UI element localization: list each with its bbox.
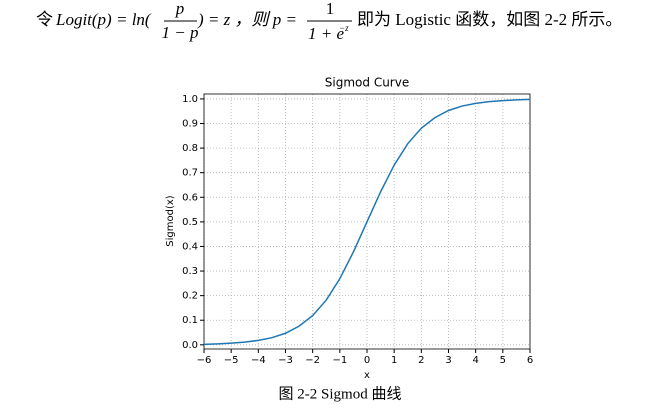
y-tick-label: 0.3 — [182, 266, 198, 277]
chart-title: Sigmod Curve — [325, 76, 409, 90]
x-tick-label: −4 — [251, 355, 266, 366]
y-tick-label: 0.4 — [182, 241, 198, 252]
y-tick-label: 0.0 — [182, 340, 198, 351]
fraction-denominator: 1 + e — [308, 24, 344, 43]
x-tick-label: −1 — [332, 355, 347, 366]
x-tick-label: −6 — [197, 355, 212, 366]
y-tick-label: 0.2 — [182, 291, 198, 302]
fraction-denominator: 1 − p — [162, 23, 199, 42]
x-tick-label: 1 — [391, 355, 397, 366]
y-tick-label: 0.1 — [182, 315, 198, 326]
y-tick-label: 0.6 — [182, 192, 198, 203]
line — [203, 98, 531, 346]
x-axis-label: x — [364, 370, 370, 381]
formula-lead: 令 — [36, 10, 53, 29]
y-tick-label: 0.7 — [182, 168, 198, 179]
fraction-numerator: 1 — [326, 0, 335, 18]
formula-mid: ) = z ，则 p = — [197, 10, 297, 29]
x-tick-label: 3 — [445, 355, 451, 366]
y-tick-label: 1.0 — [182, 94, 198, 105]
formula-tail: 即为 Logistic 函数，如图 2-2 所示。 — [357, 10, 622, 29]
exponent: −z — [339, 23, 349, 33]
y-tick-label: 0.8 — [182, 143, 198, 154]
x-tick-label: 2 — [418, 355, 424, 366]
x-tick-label: 4 — [472, 355, 478, 366]
x-tick-label: −5 — [224, 355, 239, 366]
plot-frame — [203, 93, 531, 350]
x-tick-label: −2 — [305, 355, 320, 366]
formula: 令 Logit(p) = ln( p 1 − p ) = z ，则 p = 1 … — [36, 0, 622, 43]
caption: 图 2-2 Sigmod 曲线 — [279, 385, 402, 402]
y-axis-label: Sigmod(x) — [165, 195, 176, 247]
y-tick-label: 0.5 — [182, 217, 198, 228]
fraction-numerator: p — [175, 0, 185, 18]
x-tick-label: 6 — [527, 355, 533, 366]
x-tick-label: 0 — [364, 355, 370, 366]
formula-lhs: Logit(p) = ln( — [55, 10, 152, 29]
y-tick-label: 0.9 — [182, 119, 198, 130]
x-tick-label: 5 — [500, 355, 506, 366]
x-tick-label: −3 — [278, 355, 293, 366]
